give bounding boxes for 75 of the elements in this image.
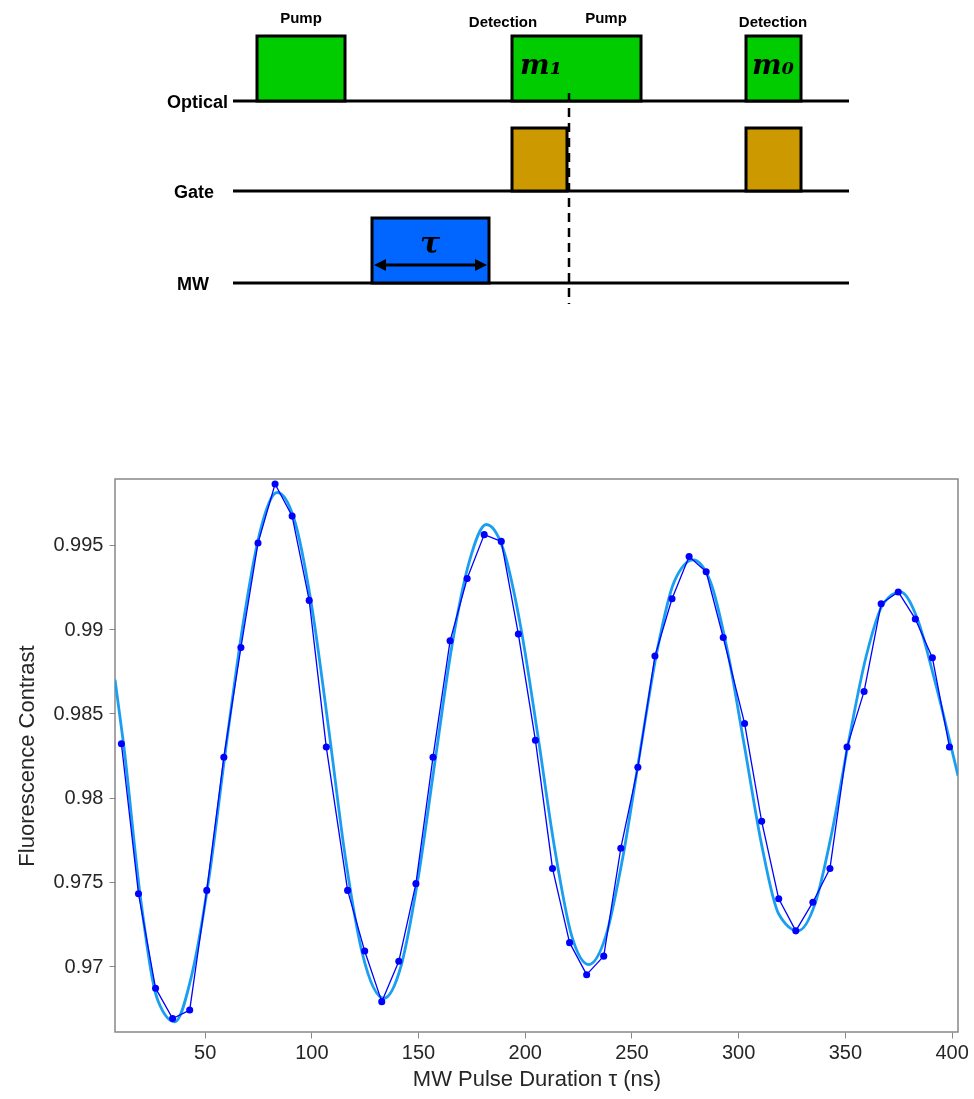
point xyxy=(480,531,488,539)
text: Pump xyxy=(585,9,627,26)
y-tick-label: 0.98 xyxy=(64,786,104,809)
point xyxy=(566,939,574,947)
point xyxy=(203,886,211,894)
point xyxy=(548,864,557,872)
text: Gate xyxy=(173,182,214,202)
point xyxy=(322,743,330,751)
y-axis-title: Fluorescence Contrast xyxy=(14,645,40,867)
point xyxy=(531,736,539,744)
x-tick-label: 350 xyxy=(828,1040,863,1063)
point xyxy=(894,588,902,596)
point xyxy=(860,687,868,695)
x-tick-label: 150 xyxy=(401,1040,436,1063)
point xyxy=(152,984,160,992)
point xyxy=(826,864,834,872)
point xyxy=(134,890,143,898)
point xyxy=(186,1006,194,1014)
point xyxy=(617,844,625,852)
point xyxy=(361,947,369,955)
x-tick-label: 50 xyxy=(194,1040,217,1063)
text: Detection xyxy=(738,13,808,30)
x-tick-label: 100 xyxy=(295,1040,329,1063)
y-tick-label: 0.99 xyxy=(64,617,104,640)
point xyxy=(758,817,766,825)
text: m₀ xyxy=(752,48,794,81)
point xyxy=(117,740,125,748)
point xyxy=(514,630,522,638)
point xyxy=(928,654,936,662)
point xyxy=(288,512,296,520)
point xyxy=(463,574,471,582)
point xyxy=(809,898,817,906)
text: Optical xyxy=(166,92,228,112)
y-tick-label: 0.97 xyxy=(64,954,104,977)
x-tick-label: 200 xyxy=(508,1040,542,1063)
point xyxy=(497,537,505,545)
point xyxy=(412,880,420,888)
point xyxy=(792,927,800,935)
point xyxy=(237,644,245,652)
x-axis-title: MW Pulse Duration τ (ns) xyxy=(412,1065,662,1091)
point xyxy=(254,539,262,547)
point xyxy=(220,753,228,761)
x-tick-label: 400 xyxy=(935,1040,969,1063)
text: τ xyxy=(419,225,441,260)
point xyxy=(169,1014,177,1023)
point xyxy=(702,568,710,576)
y-tick-label: 0.985 xyxy=(53,701,104,724)
point xyxy=(446,637,454,645)
point xyxy=(719,633,727,642)
point xyxy=(843,743,851,751)
point xyxy=(877,600,885,608)
point xyxy=(945,743,953,751)
point xyxy=(685,553,693,561)
point xyxy=(395,957,403,965)
point xyxy=(344,886,352,894)
y-tick-label: 0.975 xyxy=(53,870,104,893)
point xyxy=(911,615,919,623)
point xyxy=(634,763,642,771)
y-tick-label: 0.995 xyxy=(53,533,104,556)
text: m₁ xyxy=(520,48,562,81)
text: Pump xyxy=(280,9,322,26)
point xyxy=(741,719,749,727)
x-tick-label: 300 xyxy=(721,1040,756,1063)
point xyxy=(583,971,591,979)
point xyxy=(775,895,783,903)
text: MW xyxy=(177,274,210,294)
point xyxy=(378,998,386,1006)
point xyxy=(271,480,279,488)
point xyxy=(429,753,437,761)
point xyxy=(651,652,659,660)
point xyxy=(305,596,313,604)
x-tick-label: 250 xyxy=(615,1040,649,1063)
text: Detection xyxy=(468,13,538,30)
point xyxy=(668,595,676,603)
point xyxy=(600,952,608,960)
